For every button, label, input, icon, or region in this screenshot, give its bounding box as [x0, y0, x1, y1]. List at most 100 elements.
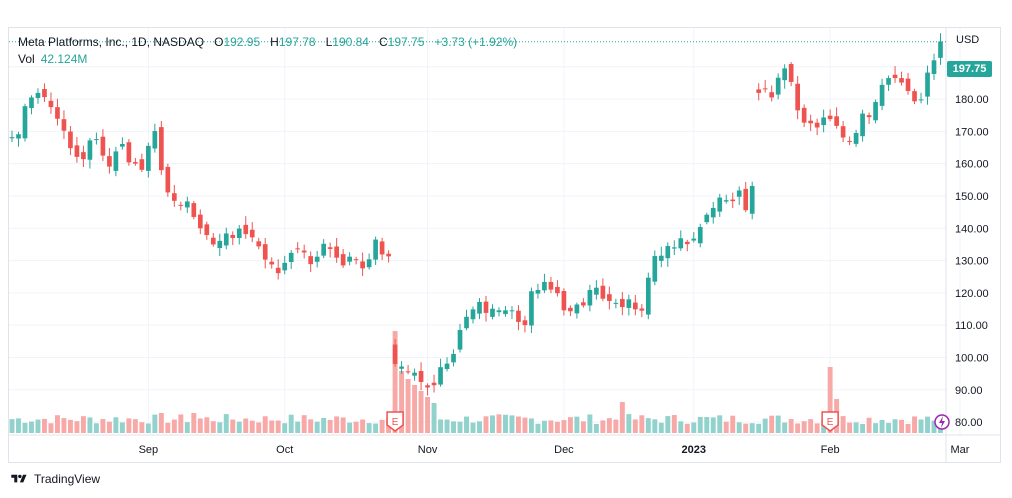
x-tick-label: Oct	[276, 444, 293, 456]
symbol-title[interactable]: Meta Platforms, Inc., 1D, NASDAQ	[18, 35, 205, 49]
candle-body	[249, 229, 255, 238]
candle-body	[860, 113, 865, 137]
candle-body	[405, 371, 411, 373]
volume-bar	[606, 418, 612, 433]
candle-body	[197, 214, 203, 229]
candle-body	[658, 255, 664, 261]
volume-bar	[87, 417, 93, 433]
candle-body	[788, 64, 794, 82]
candle-body	[535, 289, 541, 294]
candle-body	[587, 289, 593, 306]
candle-body	[68, 131, 73, 149]
volume-bar	[191, 413, 197, 433]
candle-body	[373, 239, 378, 260]
candle-body	[275, 267, 281, 274]
volume-bar	[756, 423, 762, 433]
candle-body	[392, 344, 398, 364]
candle-body	[223, 233, 229, 246]
volume-label[interactable]: Vol	[18, 52, 35, 66]
volume-bar	[554, 421, 560, 433]
candle-body	[113, 151, 119, 171]
y-tick-label: 110.00	[955, 320, 988, 332]
candle-body	[386, 253, 391, 257]
footer[interactable]: TradingView	[10, 472, 100, 486]
candle-body	[490, 308, 495, 317]
earnings-flag-label: E	[827, 417, 834, 428]
candle-body	[710, 207, 716, 218]
candle-body	[217, 240, 223, 249]
candle-body	[282, 262, 288, 271]
candle-body	[730, 199, 736, 202]
candle-body	[29, 97, 34, 109]
volume-value: 42.124M	[40, 52, 88, 66]
candle-body	[600, 285, 606, 299]
candle-body	[204, 224, 210, 236]
candle-body	[146, 145, 151, 171]
candle-body	[327, 247, 333, 249]
candle-body	[743, 188, 749, 211]
volume-bar	[119, 422, 125, 433]
volume-bar	[425, 397, 431, 433]
candle-body	[464, 316, 469, 329]
volume-bar	[197, 418, 203, 433]
candle-body	[620, 298, 625, 308]
volume-bar	[457, 421, 463, 433]
volume-bar	[866, 417, 872, 433]
volume-bar	[223, 414, 229, 433]
candle-body	[184, 201, 190, 208]
candle-body	[548, 281, 554, 290]
y-tick-label: 140.00	[955, 223, 989, 235]
candle-body	[931, 60, 937, 74]
volume-bar	[600, 420, 606, 433]
volume-bar	[366, 423, 372, 433]
candle-body	[159, 127, 164, 171]
candle-body	[379, 241, 385, 255]
earnings-flag-icon[interactable]	[821, 411, 839, 432]
volume-bar	[827, 367, 833, 433]
candle-body	[808, 120, 813, 124]
candle-body	[522, 320, 528, 326]
candle-body	[821, 117, 826, 126]
candle-body	[574, 304, 580, 314]
volume-bar	[431, 403, 437, 433]
earnings-flag-icon[interactable]	[386, 411, 404, 432]
candle-body	[607, 294, 612, 301]
candle-body	[94, 139, 99, 141]
volume-bar	[282, 423, 288, 433]
volume-bar	[210, 421, 216, 433]
candle-body	[801, 107, 807, 123]
y-tick-label: 90.00	[955, 385, 983, 397]
candle-body	[340, 254, 346, 266]
volume-bar	[528, 418, 534, 433]
volume-bar	[373, 423, 379, 433]
chart-frame[interactable]	[8, 27, 1001, 463]
volume-legend: Vol 42.124M	[18, 52, 87, 66]
candle-body	[496, 310, 502, 313]
currency-label[interactable]: USD	[956, 34, 980, 46]
volume-bar	[184, 422, 190, 433]
candle-body	[334, 246, 339, 258]
volume-bar	[412, 385, 418, 433]
volume-bar	[788, 419, 794, 433]
volume-bar	[801, 421, 807, 433]
candle-body	[645, 277, 651, 315]
volume-bar	[619, 402, 625, 433]
candle-body	[399, 366, 404, 369]
x-tick-label: Dec	[554, 444, 574, 456]
volume-bar	[931, 420, 937, 433]
volume-bar	[444, 419, 450, 433]
candle-body	[671, 247, 677, 249]
candle-body	[55, 107, 60, 119]
candle-body	[769, 92, 775, 98]
volume-bar	[295, 421, 301, 433]
candle-body	[230, 234, 236, 238]
volume-bar	[93, 423, 99, 433]
candle-body	[418, 371, 424, 383]
tradingview-logo-icon	[11, 474, 27, 483]
volume-bar	[262, 416, 268, 433]
open-value: 192.95	[223, 35, 261, 49]
candle-body	[834, 116, 839, 126]
candle-body	[308, 256, 314, 265]
candle-body	[775, 77, 781, 95]
